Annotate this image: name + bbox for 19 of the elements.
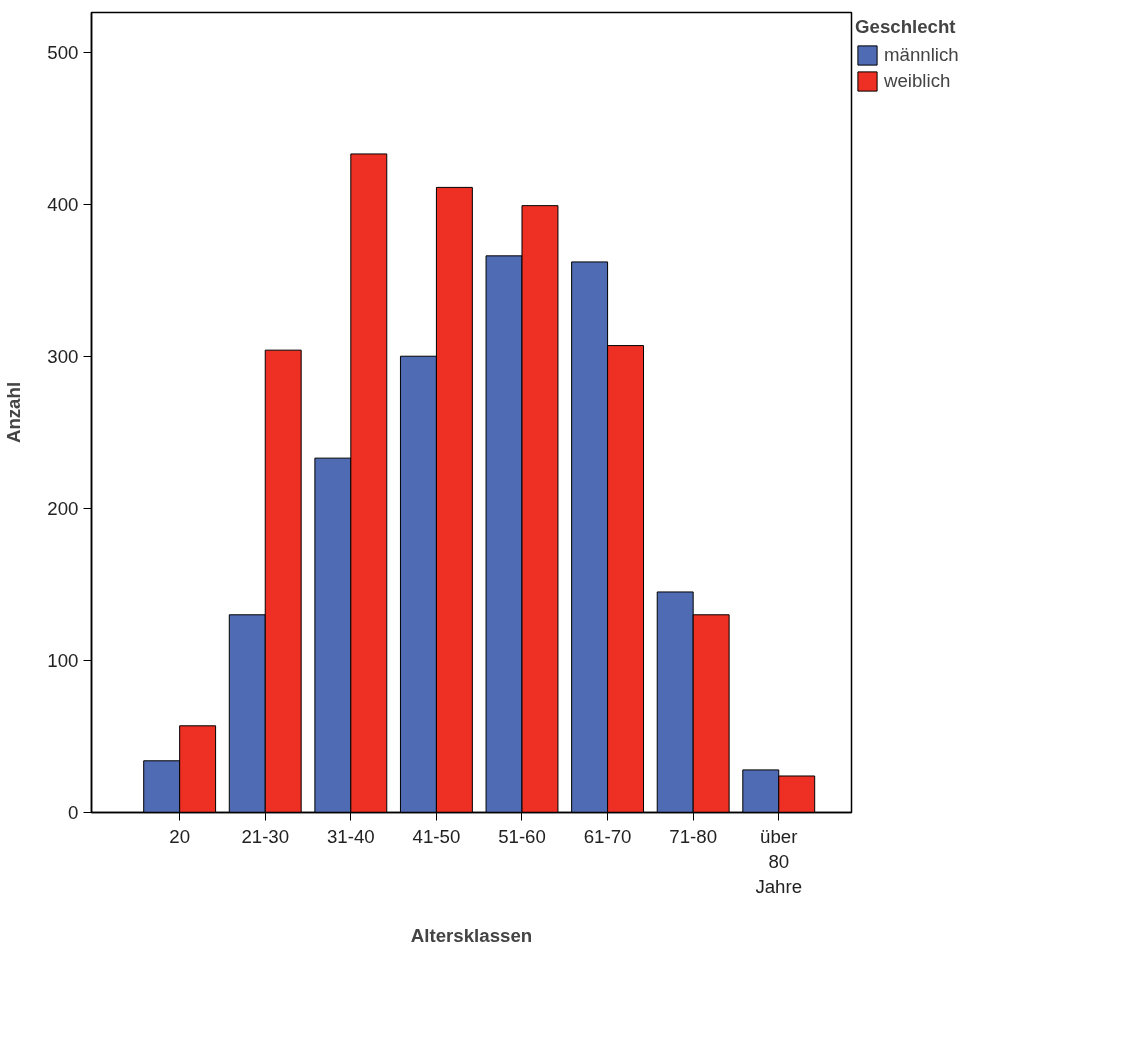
x-tick-label: über 80 Jahre (755, 825, 803, 897)
x-tick-label: 41-50 (412, 825, 461, 847)
x-tick-label: 20 (169, 825, 191, 847)
x-tick-label: 61-70 (583, 825, 632, 847)
legend-title: Geschlecht (855, 16, 957, 38)
y-tick-label: 300 (47, 345, 79, 367)
y-tick-label: 100 (47, 649, 79, 671)
y-axis-title: Anzahl (3, 381, 25, 444)
x-tick-label: 71-80 (669, 825, 718, 847)
x-tick-label: 21-30 (241, 825, 290, 847)
x-tick-label: 51-60 (498, 825, 546, 847)
x-tick-label: 31-40 (326, 825, 375, 847)
y-tick-label: 500 (47, 41, 79, 63)
y-tick-label: 0 (68, 802, 79, 823)
legend-label: weiblich (884, 70, 951, 92)
x-axis-title: Altersklassen (410, 924, 533, 946)
y-tick-label: 200 (47, 497, 79, 519)
legend-label: männlich (884, 44, 959, 66)
y-tick-label: 400 (47, 193, 79, 215)
